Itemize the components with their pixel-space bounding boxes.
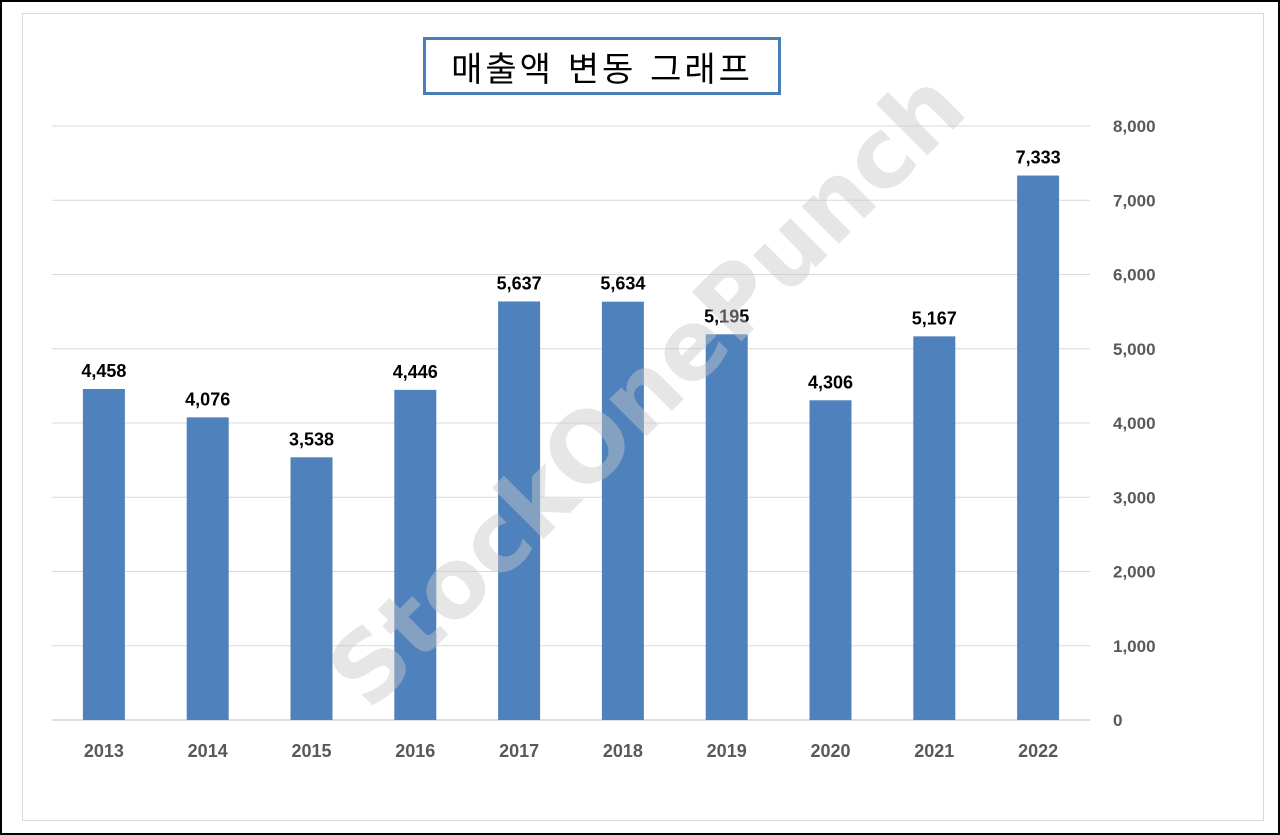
x-tick-label: 2021 (914, 741, 954, 761)
bar (1017, 175, 1060, 720)
x-tick-label: 2014 (188, 741, 228, 761)
bar (82, 388, 125, 720)
bar (809, 400, 852, 720)
bar (705, 334, 748, 720)
bar (394, 389, 437, 720)
bar (913, 336, 956, 720)
data-label: 3,538 (289, 429, 334, 449)
y-tick-label: 7,000 (1113, 191, 1156, 210)
data-label: 5,634 (600, 274, 645, 294)
y-tick-label: 0 (1113, 711, 1122, 730)
data-label: 4,076 (185, 389, 230, 409)
x-tick-label: 2022 (1018, 741, 1058, 761)
x-tick-label: 2017 (499, 741, 539, 761)
x-tick-label: 2013 (84, 741, 124, 761)
y-tick-label: 1,000 (1113, 637, 1156, 656)
data-label: 5,167 (912, 308, 957, 328)
chart-title: 매출액 변동 그래프 (423, 37, 781, 95)
data-label: 5,195 (704, 306, 749, 326)
y-tick-label: 4,000 (1113, 414, 1156, 433)
y-tick-label: 3,000 (1113, 488, 1156, 507)
bar (186, 417, 229, 720)
bar (498, 301, 541, 720)
y-tick-label: 2,000 (1113, 563, 1156, 582)
data-label: 4,306 (808, 372, 853, 392)
x-tick-label: 2020 (810, 741, 850, 761)
data-label: 5,637 (497, 273, 542, 293)
y-tick-label: 5,000 (1113, 340, 1156, 359)
bar (601, 301, 644, 720)
x-tick-label: 2016 (395, 741, 435, 761)
x-tick-label: 2019 (707, 741, 747, 761)
x-tick-label: 2018 (603, 741, 643, 761)
data-label: 7,333 (1016, 148, 1061, 168)
data-label: 4,458 (81, 361, 126, 381)
y-tick-label: 8,000 (1113, 117, 1156, 136)
x-tick-label: 2015 (291, 741, 331, 761)
y-tick-label: 6,000 (1113, 266, 1156, 285)
data-label: 4,446 (393, 362, 438, 382)
bar (290, 457, 333, 720)
